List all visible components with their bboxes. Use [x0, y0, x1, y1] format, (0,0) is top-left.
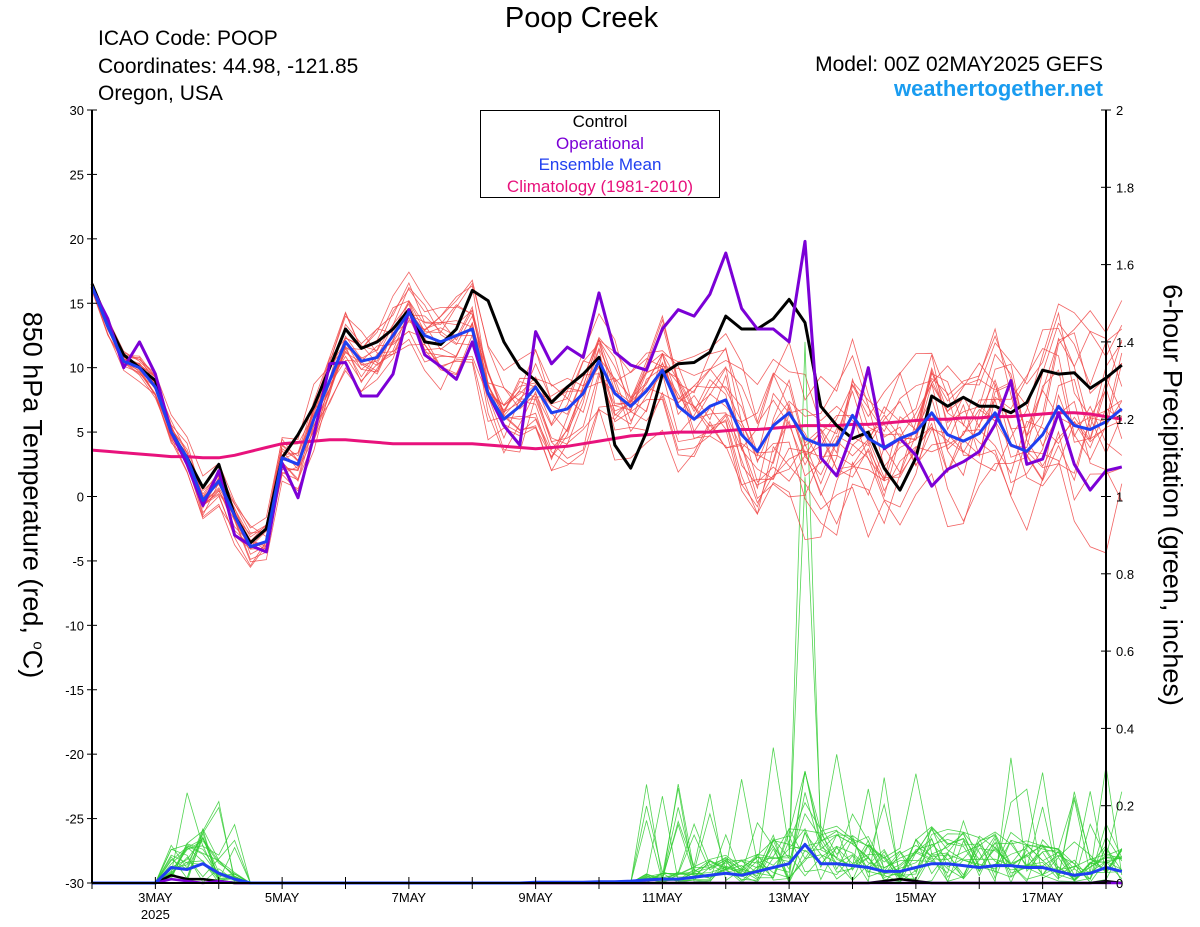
coordinates: Coordinates: 44.98, -121.85 [98, 55, 359, 78]
x-tick-label: 9MAY [518, 890, 553, 905]
axes: 302520151050-5-10-15-20-25-3021.81.61.41… [65, 103, 1134, 922]
y-left-tick-label: 5 [77, 425, 84, 440]
ensemble-member-temp [91, 281, 1122, 563]
ensemble-member-temp [91, 284, 1123, 529]
icao-code: ICAO Code: POOP [98, 27, 278, 50]
y-right-tick-label: 1 [1116, 490, 1123, 505]
ensemble-member-precip [92, 341, 1122, 884]
y-left-tick-label: 30 [70, 103, 84, 118]
legend-ensemble-mean: Ensemble Mean [538, 155, 662, 174]
x-tick-label: 5MAY [265, 890, 300, 905]
ensemble-member-precip [92, 747, 1123, 884]
y-right-tick-label: 1.6 [1116, 258, 1134, 273]
y-left-tick-label: 20 [70, 232, 84, 247]
y-right-tick-label: 0 [1116, 876, 1123, 891]
x-tick-label: 11MAY [642, 890, 683, 905]
y-left-tick-label: 25 [70, 167, 84, 182]
y-left-tick-label: -30 [65, 876, 84, 891]
y-left-tick-label: -25 [65, 812, 84, 827]
y-right-tick-label: 1.2 [1116, 412, 1134, 427]
x-tick-label: 15MAY [895, 890, 937, 905]
x-tick-label: 13MAY [768, 890, 810, 905]
model-run: Model: 00Z 02MAY2025 GEFS [815, 53, 1103, 76]
y-left-tick-label: 10 [70, 361, 84, 376]
legend-climatology: Climatology (1981-2010) [506, 176, 694, 196]
x-tick-label: 7MAY [392, 890, 427, 905]
ensemble-member-temp [91, 290, 1123, 568]
site-link[interactable]: weathertogether.net [893, 76, 1103, 101]
y-right-tick-label: 0.6 [1116, 644, 1134, 659]
y-left-tick-label: 0 [77, 490, 84, 505]
region: Oregon, USA [98, 82, 223, 105]
chart-title: Poop Creek [504, 2, 659, 34]
y-right-tick-label: 1.4 [1116, 335, 1134, 350]
series-climatology-1981-2010 [91, 411, 1123, 460]
y-right-tick-label: 0.4 [1116, 721, 1134, 736]
ensemble-member-temp [91, 290, 1123, 535]
legend-control: Control [572, 112, 628, 131]
ensemble-member-temp [91, 286, 1123, 560]
series-ensemble-mean [90, 285, 1123, 549]
y-right-tick-label: 1.8 [1116, 180, 1134, 195]
series-operational [90, 239, 1123, 554]
y-left-tick-label: -5 [72, 554, 84, 569]
ensemble-members [91, 271, 1123, 884]
series-control [90, 283, 1123, 545]
ensemble-member-precip [92, 757, 1123, 884]
y-left-tick-label: -10 [65, 618, 84, 633]
y-right-tick-label: 0.2 [1116, 799, 1134, 814]
legend-operational: Operational [556, 133, 644, 153]
y-right-tick-label: 0.8 [1116, 567, 1134, 582]
y-left-tick-label: -15 [65, 683, 84, 698]
y-right-tick-label: 2 [1116, 103, 1123, 118]
y-left-tick-label: -20 [65, 747, 84, 762]
ensemble-member-temp [91, 281, 1122, 538]
legend: Control Operational Ensemble Mean Climat… [480, 110, 720, 198]
x-tick-label: 17MAY [1022, 890, 1064, 905]
x-tick-sublabel: 2025 [141, 907, 170, 922]
x-tick-label: 3MAY [138, 890, 173, 905]
y-left-tick-label: 15 [70, 296, 84, 311]
